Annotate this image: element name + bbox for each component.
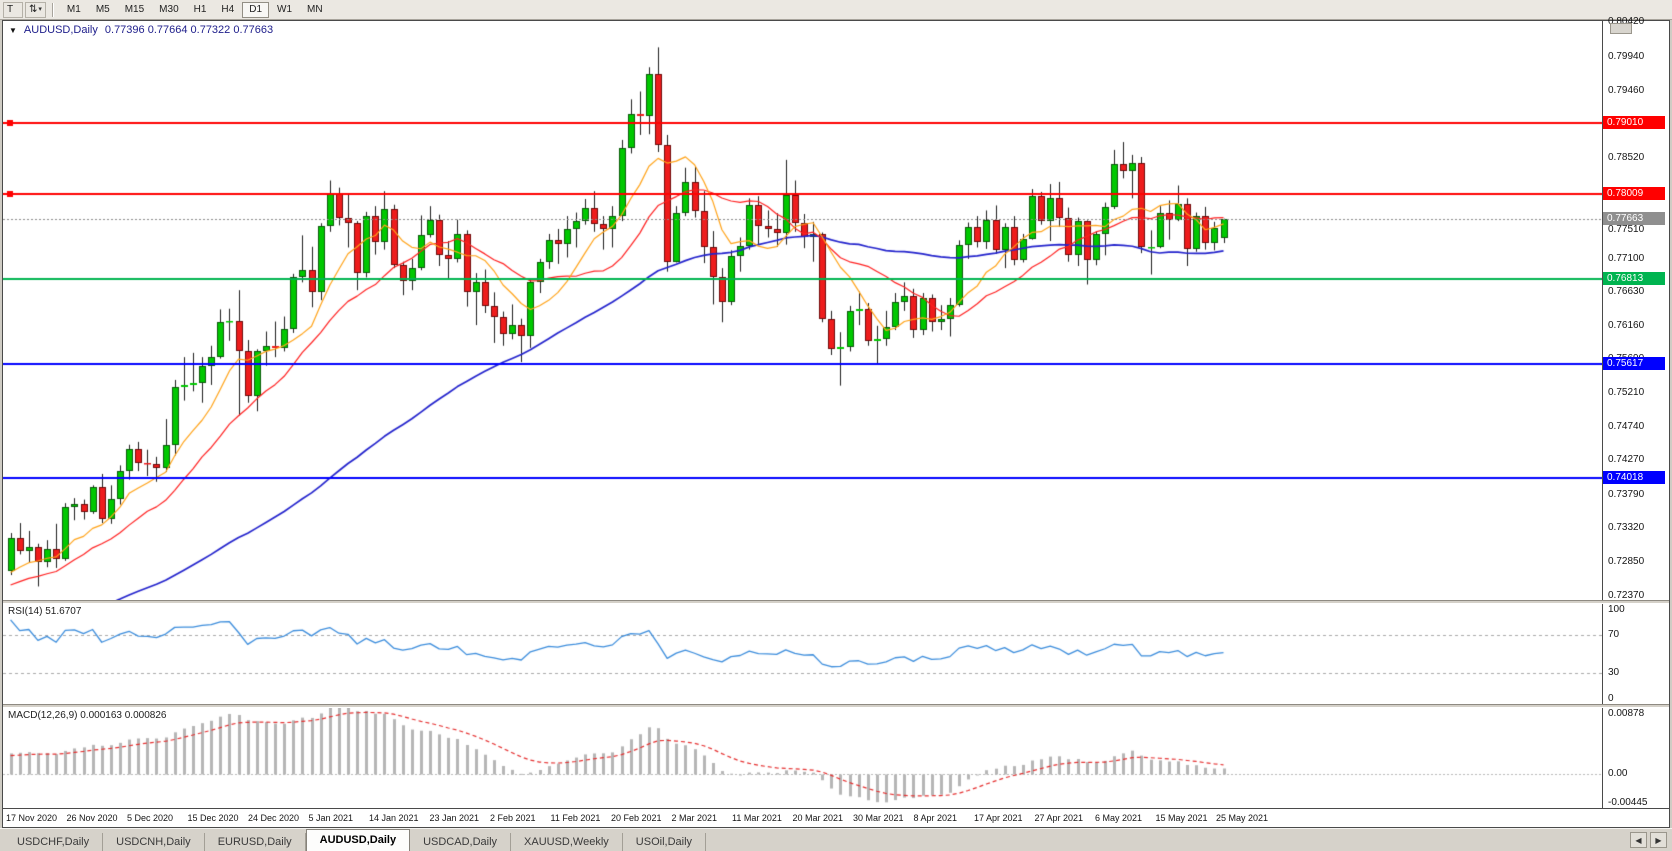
timeframe-toolbar: M1 M5 M15 M30 H1 H4 D1 W1 MN [60, 1, 330, 18]
price-pane: ▼ AUDUSD,Daily 0.77396 0.77664 0.77322 0… [3, 16, 1669, 601]
price-tick: 0.74740 [1608, 420, 1645, 432]
toolbar: T ⇅ ▾ M1 M5 M15 M30 H1 H4 D1 W1 MN [0, 0, 1672, 20]
price-tick: 0.74270 [1608, 454, 1645, 466]
tabs-scroll-left-button[interactable]: ◀ [1630, 832, 1647, 848]
price-badge: 0.79010 [1603, 115, 1665, 129]
price-tick: 0.76160 [1608, 319, 1645, 331]
price-badge: 0.75617 [1603, 357, 1665, 371]
time-label: 5 Dec 2020 [127, 813, 174, 823]
time-label: 17 Nov 2020 [6, 813, 58, 823]
pane-separator[interactable] [3, 600, 1669, 604]
price-tick: 0.77510 [1608, 223, 1645, 235]
tab-usdchf-daily[interactable]: USDCHF,Daily [4, 833, 104, 851]
tab-usdcad-daily[interactable]: USDCAD,Daily [410, 833, 512, 851]
price-tick: 0.75210 [1608, 387, 1645, 399]
timeframe-h4[interactable]: H4 [214, 2, 241, 18]
macd-label: MACD(12,26,9) 0.000163 0.000826 [8, 710, 167, 721]
price-tick: 0.78520 [1608, 151, 1645, 163]
chart-tabs: USDCHF,Daily USDCNH,Daily EURUSD,Daily AUDU… [4, 829, 707, 851]
macd-scale-tick: 0.00878 [1608, 708, 1645, 719]
macd-pane: MACD(12,26,9) 0.000163 0.000826 0.00878 0… [3, 708, 1669, 808]
rsi-canvas[interactable] [3, 604, 1602, 704]
time-label: 8 Apr 2021 [913, 813, 958, 823]
chart-ohlc-values: 0.77396 0.77664 0.77322 0.77663 [104, 24, 274, 36]
price-chart-canvas[interactable] [3, 21, 1602, 600]
macd-scale[interactable]: 0.00878 0.00 -0.00445 [1602, 708, 1669, 808]
pane-separator[interactable] [3, 704, 1669, 708]
time-label: 15 Dec 2020 [187, 813, 239, 823]
timeframe-m5[interactable]: M5 [89, 2, 117, 18]
tab-usoil-daily[interactable]: USOil,Daily [623, 833, 707, 851]
chart-symbol-period: AUDUSD,Daily [23, 24, 98, 36]
time-label: 6 May 2021 [1095, 813, 1143, 823]
price-tick: 0.76630 [1608, 286, 1645, 298]
price-tick: 0.80420 [1608, 16, 1645, 28]
price-badge: 0.77663 [1603, 211, 1665, 225]
time-label: 14 Jan 2021 [369, 813, 419, 823]
tab-scroll-arrows: ◀ ▶ [1630, 832, 1667, 848]
time-label: 25 May 2021 [1216, 813, 1269, 823]
price-tick: 0.72370 [1608, 589, 1645, 601]
time-label: 20 Feb 2021 [611, 813, 662, 823]
price-badge: 0.74018 [1603, 471, 1665, 485]
timeframe-mn[interactable]: MN [300, 2, 330, 18]
chart-window: ▼ AUDUSD,Daily 0.77396 0.77664 0.77322 0… [2, 16, 1670, 828]
time-label: 11 Mar 2021 [732, 813, 782, 823]
macd-scale-tick: -0.00445 [1608, 797, 1648, 808]
rsi-scale[interactable]: 100 70 30 0 [1602, 604, 1669, 704]
price-badge: 0.78009 [1603, 187, 1665, 201]
macd-scale-tick: 0.00 [1608, 767, 1628, 779]
chart-menu-icon[interactable]: ▼ [9, 25, 17, 35]
price-tick: 0.77100 [1608, 252, 1645, 264]
price-tick: 0.79460 [1608, 84, 1645, 96]
tabs-scroll-right-button[interactable]: ▶ [1650, 832, 1667, 848]
timeframe-m1[interactable]: M1 [60, 2, 88, 18]
tab-usdcnh-daily[interactable]: USDCNH,Daily [103, 833, 205, 851]
caret-down-icon: ▾ [38, 6, 42, 13]
timeframe-w1[interactable]: W1 [270, 2, 299, 18]
time-label: 2 Mar 2021 [671, 813, 718, 823]
t-tool-icon: T [7, 4, 14, 15]
rsi-scale-tick: 70 [1608, 629, 1620, 641]
tab-audusd-daily[interactable]: AUDUSD,Daily [305, 829, 411, 851]
layers-icon: ⇅ [29, 4, 38, 15]
scale-grip[interactable] [1610, 23, 1632, 34]
price-tick: 0.73320 [1608, 522, 1645, 534]
timeframe-m15[interactable]: M15 [118, 2, 151, 18]
time-label: 2 Feb 2021 [490, 813, 536, 823]
rsi-pane: RSI(14) 51.6707 100 70 30 0 [3, 604, 1669, 704]
timeframe-d1[interactable]: D1 [242, 1, 270, 18]
rsi-label: RSI(14) 51.6707 [8, 606, 82, 617]
price-scale[interactable]: 0.804200.799400.794600.789800.785200.779… [1602, 16, 1669, 601]
time-label: 17 Apr 2021 [974, 813, 1023, 823]
time-label: 5 Jan 2021 [308, 813, 354, 823]
time-label: 15 May 2021 [1155, 813, 1208, 823]
timeframe-m30[interactable]: M30 [152, 2, 185, 18]
price-tick: 0.72850 [1608, 555, 1645, 567]
rsi-scale-tick: 100 [1608, 604, 1625, 615]
price-badge: 0.76813 [1603, 272, 1665, 286]
time-axis[interactable]: 17 Nov 2020 26 Nov 2020 5 Dec 2020 15 Dec 2… [3, 808, 1669, 827]
rsi-scale-tick: 0 [1608, 693, 1614, 704]
toolbar-separator [51, 2, 54, 17]
t-tool-button[interactable]: T [3, 1, 23, 18]
macd-canvas[interactable] [3, 708, 1602, 808]
rsi-scale-tick: 30 [1608, 666, 1620, 678]
tab-xauusd-weekly[interactable]: XAUUSD,Weekly [511, 833, 623, 851]
time-label: 30 Mar 2021 [853, 813, 904, 823]
chart-objects-button[interactable]: ⇅ ▾ [25, 1, 46, 18]
chart-tab-bar: USDCHF,Daily USDCNH,Daily EURUSD,Daily AUDU… [0, 828, 1672, 851]
time-label: 26 Nov 2020 [66, 813, 118, 823]
time-label: 23 Jan 2021 [429, 813, 480, 823]
chart-title: ▼ AUDUSD,Daily 0.77396 0.77664 0.77322 0… [9, 24, 273, 36]
time-label: 24 Dec 2020 [248, 813, 300, 823]
price-tick: 0.73790 [1608, 488, 1645, 500]
time-label: 27 Apr 2021 [1034, 813, 1084, 823]
tab-eurusd-daily[interactable]: EURUSD,Daily [205, 833, 306, 851]
timeframe-h1[interactable]: H1 [187, 2, 214, 18]
time-label: 20 Mar 2021 [792, 813, 844, 823]
time-label: 11 Feb 2021 [550, 813, 601, 823]
price-tick: 0.79940 [1608, 50, 1645, 62]
